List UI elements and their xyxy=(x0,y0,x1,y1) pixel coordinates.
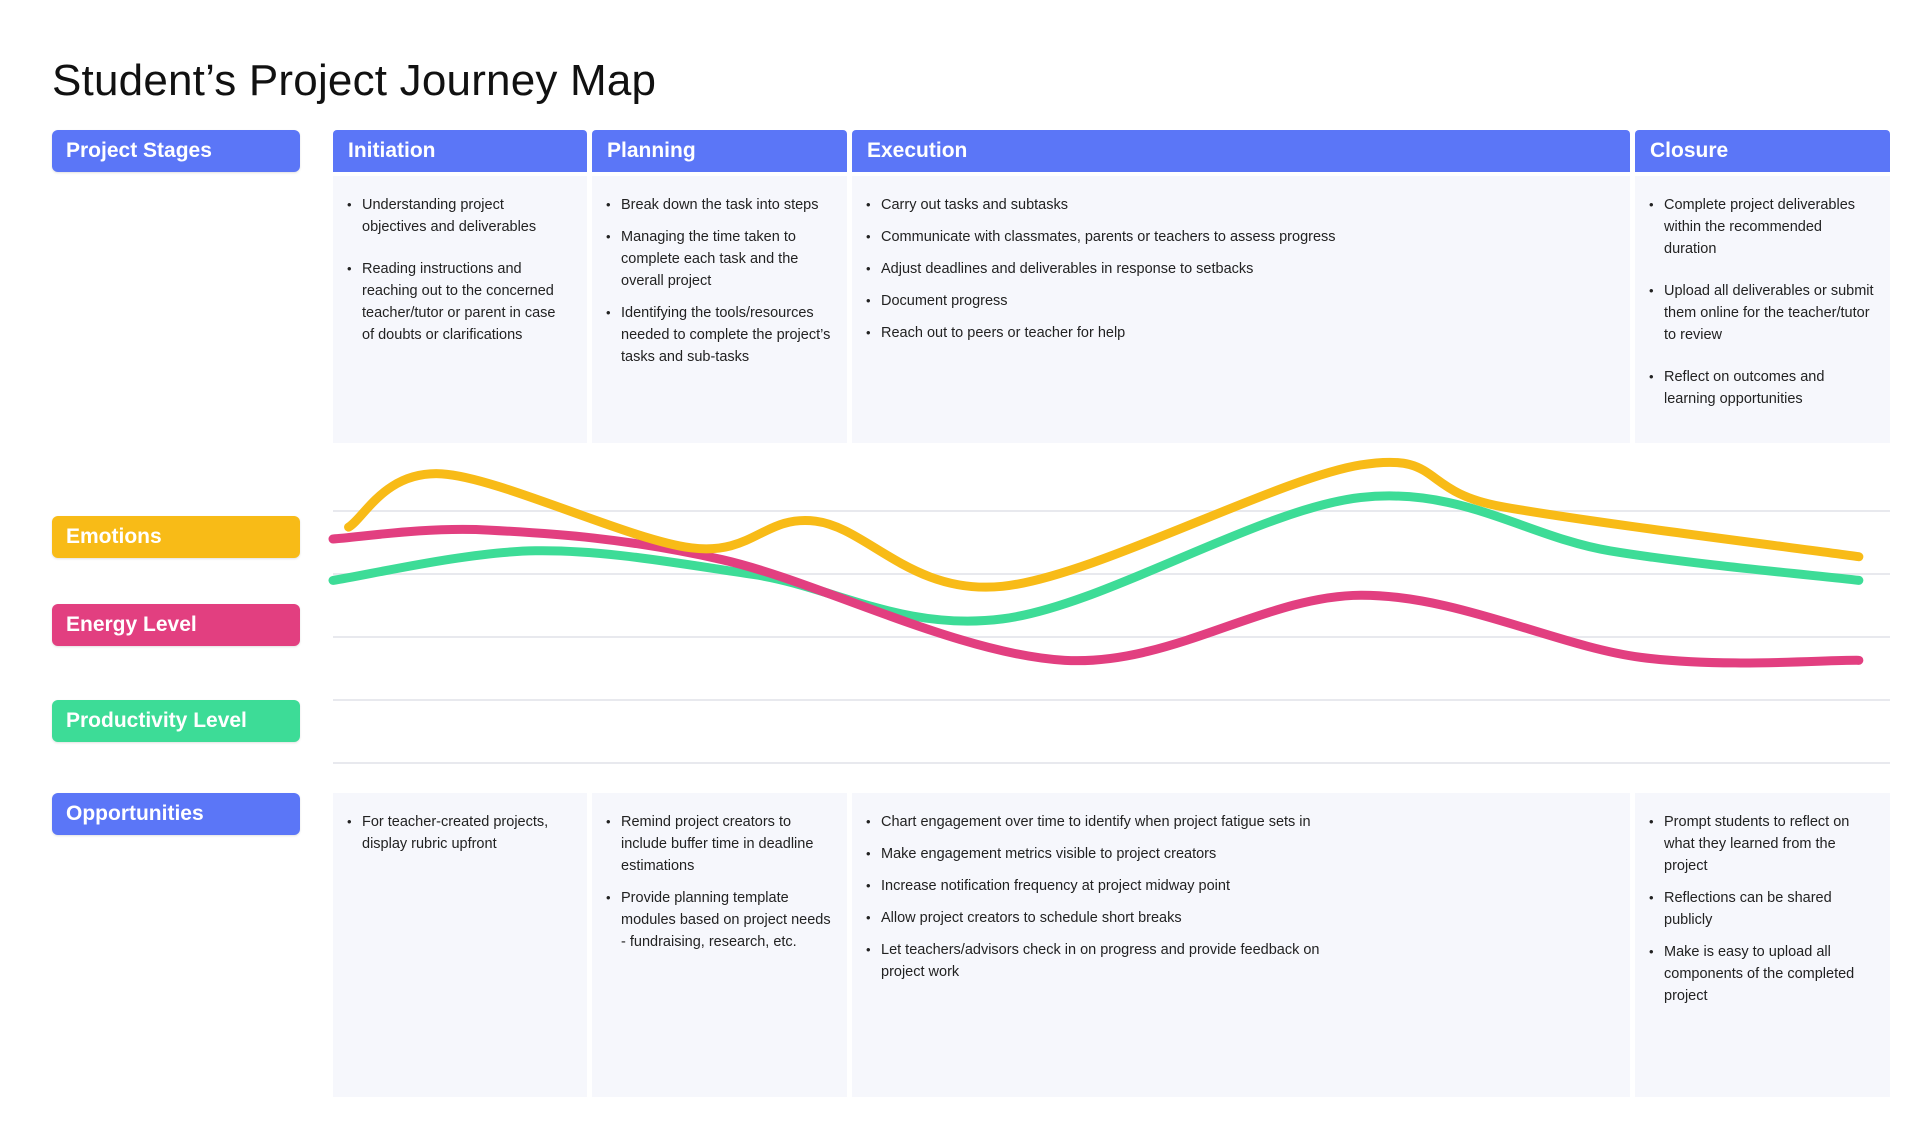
list-item: Managing the time taken to complete each… xyxy=(606,226,831,292)
list-item: Chart engagement over time to identify w… xyxy=(866,811,1350,833)
list-item: Make engagement metrics visible to proje… xyxy=(866,843,1350,865)
activities-initiation: Understanding project objectives and del… xyxy=(333,176,587,443)
opportunities-closure: Prompt students to reflect on what they … xyxy=(1635,793,1890,1097)
list-item: Identifying the tools/resources needed t… xyxy=(606,302,831,368)
list-item: Adjust deadlines and deliverables in res… xyxy=(866,258,1614,280)
row-label-productivity-level: Productivity Level xyxy=(52,700,300,742)
opportunities-execution: Chart engagement over time to identify w… xyxy=(852,793,1630,1097)
list-item: Communicate with classmates, parents or … xyxy=(866,226,1614,248)
stage-header-planning: Planning xyxy=(592,130,847,172)
activities-closure: Complete project deliverables within the… xyxy=(1635,176,1890,443)
emotions-curve xyxy=(344,457,1864,592)
stage-header-execution: Execution xyxy=(852,130,1630,172)
opportunities-planning: Remind project creators to include buffe… xyxy=(592,793,847,1097)
list-item: Document progress xyxy=(866,290,1614,312)
list-item: Reflections can be shared publicly xyxy=(1649,887,1874,931)
list-item: Make is easy to upload all components of… xyxy=(1649,941,1874,1007)
row-label-opportunities: Opportunities xyxy=(52,793,300,835)
list-item: Upload all deliverables or submit them o… xyxy=(1649,280,1874,346)
list-item: Reflect on outcomes and learning opportu… xyxy=(1649,366,1874,410)
row-label-emotions: Emotions xyxy=(52,516,300,558)
activities-execution: Carry out tasks and subtasks Communicate… xyxy=(852,176,1630,443)
list-item: Complete project deliverables within the… xyxy=(1649,194,1874,260)
list-item: Understanding project objectives and del… xyxy=(347,194,571,238)
list-item: Remind project creators to include buffe… xyxy=(606,811,831,877)
productivity-curve xyxy=(328,491,1864,626)
activities-planning: Break down the task into steps Managing … xyxy=(592,176,847,443)
list-item: Carry out tasks and subtasks xyxy=(866,194,1614,216)
page-title: Student’s Project Journey Map xyxy=(52,56,657,105)
list-item: Prompt students to reflect on what they … xyxy=(1649,811,1874,877)
row-label-project-stages: Project Stages xyxy=(52,130,300,172)
list-item: Reach out to peers or teacher for help xyxy=(866,322,1614,344)
list-item: Reading instructions and reaching out to… xyxy=(347,258,571,346)
list-item: Break down the task into steps xyxy=(606,194,831,216)
list-item: Provide planning template modules based … xyxy=(606,887,831,953)
row-label-energy-level: Energy Level xyxy=(52,604,300,646)
list-item: Allow project creators to schedule short… xyxy=(866,907,1350,929)
opportunities-initiation: For teacher-created projects, display ru… xyxy=(333,793,587,1097)
stage-header-initiation: Initiation xyxy=(333,130,587,172)
list-item: Let teachers/advisors check in on progre… xyxy=(866,939,1350,983)
stage-header-closure: Closure xyxy=(1635,130,1890,172)
list-item: Increase notification frequency at proje… xyxy=(866,875,1350,897)
list-item: For teacher-created projects, display ru… xyxy=(347,811,571,855)
energy-curve xyxy=(328,524,1864,668)
